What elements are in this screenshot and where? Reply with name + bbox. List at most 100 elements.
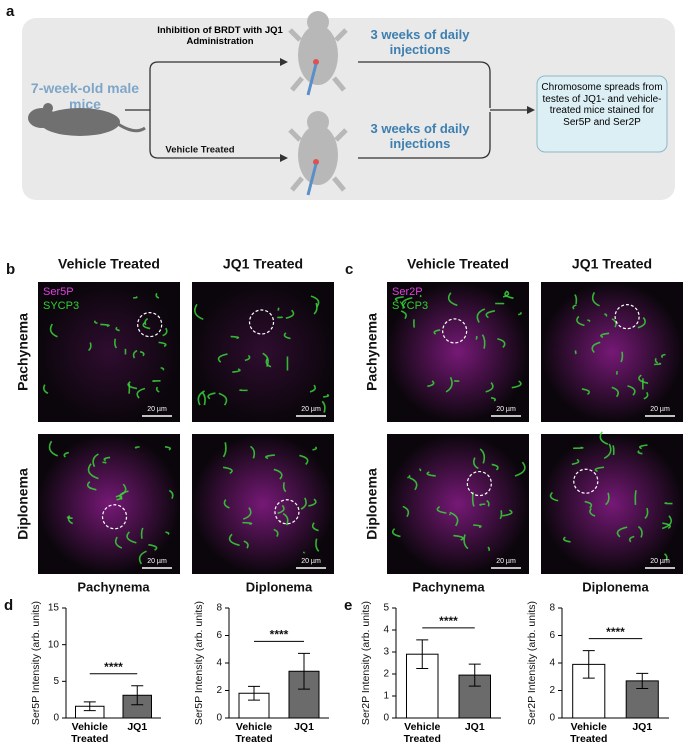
y-tick-label: 4 — [549, 658, 555, 669]
scale-bar-label: 20 µm — [650, 406, 670, 413]
chromosome — [242, 521, 253, 525]
chromosome — [93, 320, 98, 324]
chromosome — [486, 499, 490, 507]
chromosome — [472, 457, 479, 470]
chromosome — [479, 448, 486, 464]
x-tick-label: Vehicle Treated — [403, 721, 441, 746]
chromosome — [165, 531, 170, 535]
duration-bottom-box: 3 weeks of daily injections — [370, 122, 470, 151]
y-axis-label: Ser5P Intensity (arb. units) — [193, 601, 205, 725]
chromosome — [587, 319, 591, 323]
chromosome — [445, 376, 453, 393]
chromosome — [634, 490, 637, 505]
chromosome — [391, 528, 401, 538]
y-tick-label: 2 — [216, 685, 222, 696]
panel-letter: c — [345, 261, 353, 278]
y-tick-label: 4 — [216, 658, 222, 669]
chromosome — [400, 310, 407, 320]
chromosome — [299, 454, 309, 466]
panel-letter: b — [6, 261, 15, 278]
chromosome — [114, 338, 118, 349]
significance-label: **** — [104, 660, 123, 674]
chromosome — [637, 525, 643, 538]
chromosome — [449, 511, 459, 527]
chromosome — [313, 302, 318, 315]
chromosome — [485, 382, 494, 393]
chromosome — [138, 550, 147, 565]
stain-haze — [38, 434, 180, 574]
chromosome — [232, 368, 241, 373]
chromosome — [308, 498, 317, 507]
chromosome — [282, 482, 287, 493]
duration-top-box: 3 weeks of daily injections — [371, 28, 470, 57]
x-tick-label-box: JQ1 — [465, 721, 485, 733]
chromosome — [49, 323, 58, 338]
chromosome — [407, 474, 411, 479]
chromosome — [401, 296, 413, 309]
chromosome — [502, 290, 510, 298]
scale-bar-label: 20 µm — [650, 558, 670, 565]
micrographs: Vehicle Treated JQ1 Treated Pachynema Diplo… — [15, 256, 683, 574]
stain-label: Ser5P — [43, 286, 74, 298]
stain-haze — [38, 282, 180, 422]
y-tick-label: 15 — [48, 603, 60, 614]
chromosome — [86, 481, 97, 491]
y-tick-label: 1 — [383, 691, 389, 702]
chromosome — [168, 489, 174, 500]
chromosome — [283, 332, 291, 340]
scale-bar-label: 20 µm — [147, 406, 167, 413]
chromosome — [148, 543, 158, 551]
mouse-icon — [28, 103, 146, 136]
chromosome — [518, 311, 522, 316]
x-tick-label-box: Vehicle Treated — [235, 721, 272, 745]
x-tick-label-box: Vehicle Treated — [71, 721, 108, 745]
scale-bar-label: 20 µm — [147, 558, 167, 565]
chromosome — [562, 536, 571, 543]
y-tick-label: 10 — [48, 639, 60, 650]
significance-label: **** — [270, 628, 289, 642]
chromosome — [217, 353, 228, 363]
chromosome — [228, 533, 240, 547]
chromosome — [612, 445, 615, 456]
chromosome — [88, 342, 92, 352]
treatment-top: Inhibition of BRDT with JQ1 Administrati… — [157, 26, 283, 47]
arrows — [125, 61, 527, 159]
duration-bottom: 3 weeks of daily injections — [370, 122, 470, 151]
stain-label: SYCP3 — [43, 300, 79, 312]
chromosome — [549, 491, 559, 502]
y-tick-label: 2 — [549, 685, 555, 696]
highlight-circle — [573, 468, 599, 494]
chromosome — [627, 385, 636, 396]
chromosome — [285, 309, 295, 319]
scale-bar-label: 20 µm — [496, 406, 516, 413]
chromosome — [63, 451, 69, 458]
chromosome — [100, 323, 110, 327]
chromosome — [419, 294, 422, 298]
chromosome — [43, 384, 49, 395]
chromosome — [155, 292, 160, 299]
chromosome — [265, 357, 272, 368]
x-tick-label: JQ1 — [294, 721, 314, 733]
chromosome — [218, 392, 228, 406]
x-tick-label-box: Vehicle Treated — [403, 721, 441, 746]
chromosome — [323, 393, 330, 398]
chromosome — [312, 446, 318, 451]
chromosome — [576, 315, 585, 327]
chromosome — [581, 388, 591, 395]
highlight-circle — [248, 309, 275, 335]
arrow-heads — [280, 58, 535, 162]
chromosome — [481, 334, 486, 349]
chromosome — [473, 524, 482, 529]
chromosome — [409, 477, 418, 491]
chromosome — [155, 386, 160, 393]
bar — [458, 674, 491, 719]
chromosome — [502, 509, 513, 517]
chromosome — [242, 507, 252, 520]
chromosome — [66, 516, 73, 520]
highlight-circle — [137, 312, 163, 338]
y-tick-label: 0 — [216, 713, 222, 724]
chromosome — [132, 349, 138, 359]
chromosome — [126, 531, 137, 544]
chromosome — [426, 471, 436, 477]
y-tick-label: 8 — [216, 603, 222, 614]
